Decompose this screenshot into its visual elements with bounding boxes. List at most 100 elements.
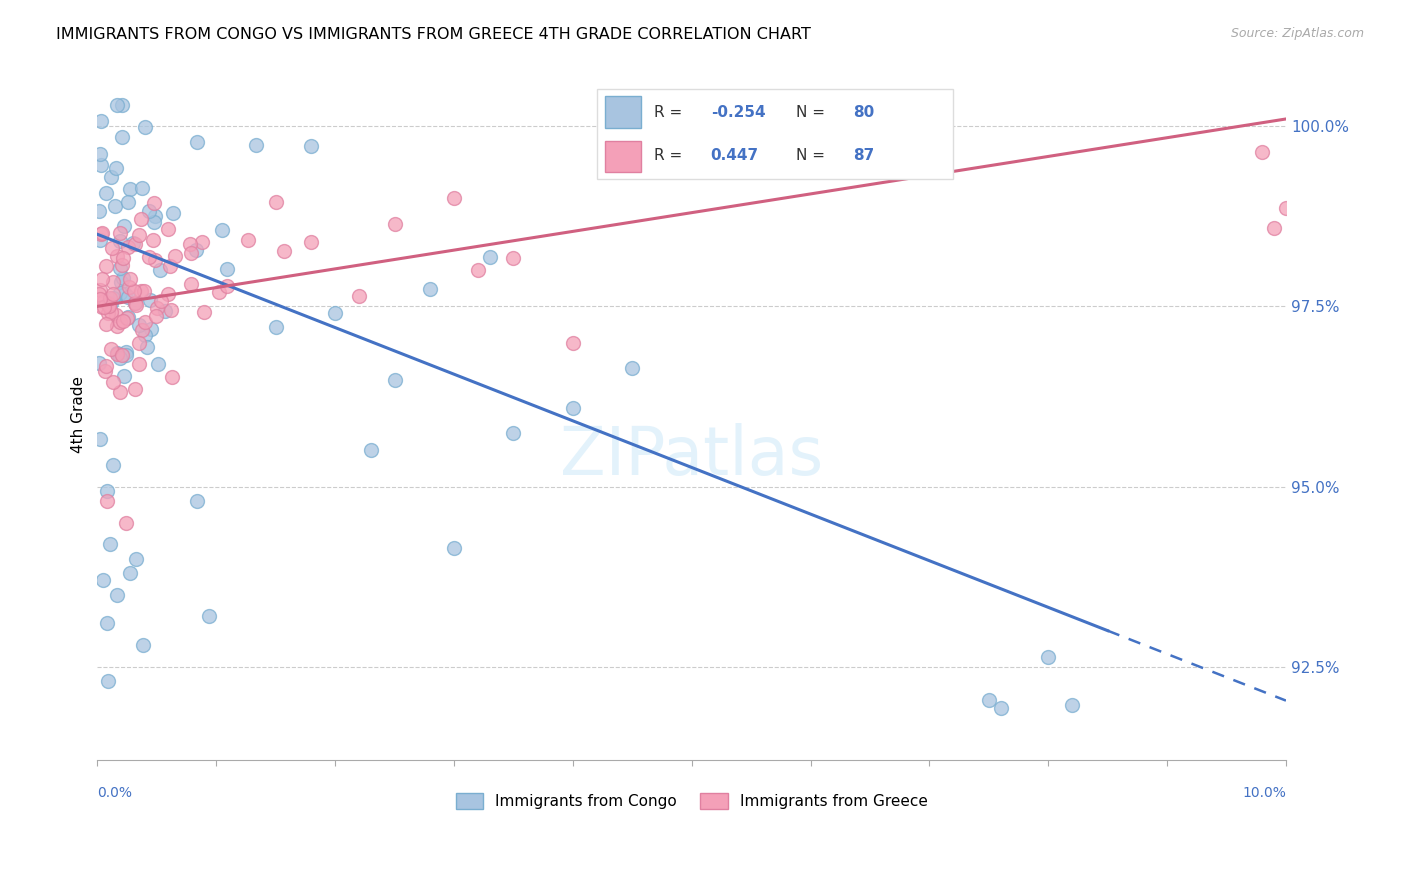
Point xyxy=(561,401,583,416)
Point xyxy=(94,318,117,332)
Point xyxy=(117,240,139,254)
Point xyxy=(115,348,138,362)
Point xyxy=(105,346,128,360)
Point xyxy=(110,275,132,289)
Point xyxy=(184,244,207,258)
Point xyxy=(149,263,172,277)
Point xyxy=(264,194,287,209)
Point xyxy=(111,97,134,112)
Y-axis label: 4th Grade: 4th Grade xyxy=(72,376,86,453)
Point xyxy=(111,259,134,273)
Point xyxy=(443,541,465,555)
Point xyxy=(97,674,120,689)
Point xyxy=(98,537,121,551)
Point xyxy=(299,139,322,153)
Point xyxy=(105,97,128,112)
Point xyxy=(100,295,122,310)
Point xyxy=(107,318,129,333)
Point xyxy=(93,293,115,308)
Point xyxy=(112,219,135,234)
Point xyxy=(990,700,1012,714)
Point xyxy=(1275,201,1298,215)
Point xyxy=(146,301,169,315)
Point xyxy=(129,284,152,298)
Point xyxy=(186,494,208,508)
Point xyxy=(111,313,134,327)
Point xyxy=(208,285,231,299)
Point xyxy=(98,291,121,305)
Point xyxy=(111,270,134,285)
Point xyxy=(132,284,155,298)
Point xyxy=(323,306,346,320)
Text: IMMIGRANTS FROM CONGO VS IMMIGRANTS FROM GREECE 4TH GRADE CORRELATION CHART: IMMIGRANTS FROM CONGO VS IMMIGRANTS FROM… xyxy=(56,27,811,42)
Point xyxy=(145,310,167,324)
Point xyxy=(419,282,441,296)
Point xyxy=(1038,649,1060,664)
Point xyxy=(143,209,166,223)
Point xyxy=(148,357,170,371)
Point xyxy=(101,276,124,290)
Point xyxy=(180,277,202,291)
Point xyxy=(108,385,131,400)
Point xyxy=(91,573,114,587)
Point xyxy=(104,199,127,213)
Point xyxy=(89,293,111,307)
Point xyxy=(112,251,135,265)
Point xyxy=(121,236,143,251)
Point xyxy=(132,638,155,652)
Point xyxy=(117,311,139,326)
Point xyxy=(143,195,166,210)
Point xyxy=(96,616,118,631)
Point xyxy=(215,279,238,293)
Point xyxy=(186,135,208,149)
Point xyxy=(101,291,124,305)
Point xyxy=(103,375,125,389)
Point xyxy=(89,147,111,161)
Point xyxy=(215,261,238,276)
Point xyxy=(159,303,181,318)
Point xyxy=(104,308,127,322)
Point xyxy=(96,483,118,498)
Point xyxy=(105,161,128,175)
Point xyxy=(110,285,132,300)
Point xyxy=(97,306,120,320)
Point xyxy=(124,382,146,396)
Point xyxy=(245,138,267,153)
Point xyxy=(134,327,156,342)
Point xyxy=(110,315,132,329)
Point xyxy=(108,234,131,248)
Point xyxy=(384,217,406,231)
Point xyxy=(90,227,112,242)
Point xyxy=(159,259,181,273)
Point xyxy=(96,494,118,508)
Point xyxy=(101,286,124,301)
Point xyxy=(98,297,121,311)
Point xyxy=(89,432,111,446)
Point xyxy=(621,361,644,376)
Point xyxy=(131,323,153,337)
Point xyxy=(238,233,260,247)
Point xyxy=(478,251,501,265)
Point xyxy=(89,233,111,247)
Point xyxy=(124,551,146,566)
Point xyxy=(153,304,176,318)
Point xyxy=(125,298,148,312)
Point xyxy=(502,251,524,265)
Point xyxy=(143,253,166,268)
Point xyxy=(193,305,215,319)
Point xyxy=(105,588,128,602)
Point xyxy=(179,237,201,252)
Point xyxy=(273,244,295,258)
Point xyxy=(108,351,131,365)
Point xyxy=(118,280,141,294)
Point xyxy=(561,336,583,351)
Point xyxy=(139,321,162,335)
Point xyxy=(90,113,112,128)
Point xyxy=(100,343,122,357)
Point xyxy=(977,693,1000,707)
Point xyxy=(100,241,122,255)
Point xyxy=(87,287,110,301)
Point xyxy=(443,191,465,205)
Point xyxy=(211,223,233,237)
Point xyxy=(1060,698,1083,713)
